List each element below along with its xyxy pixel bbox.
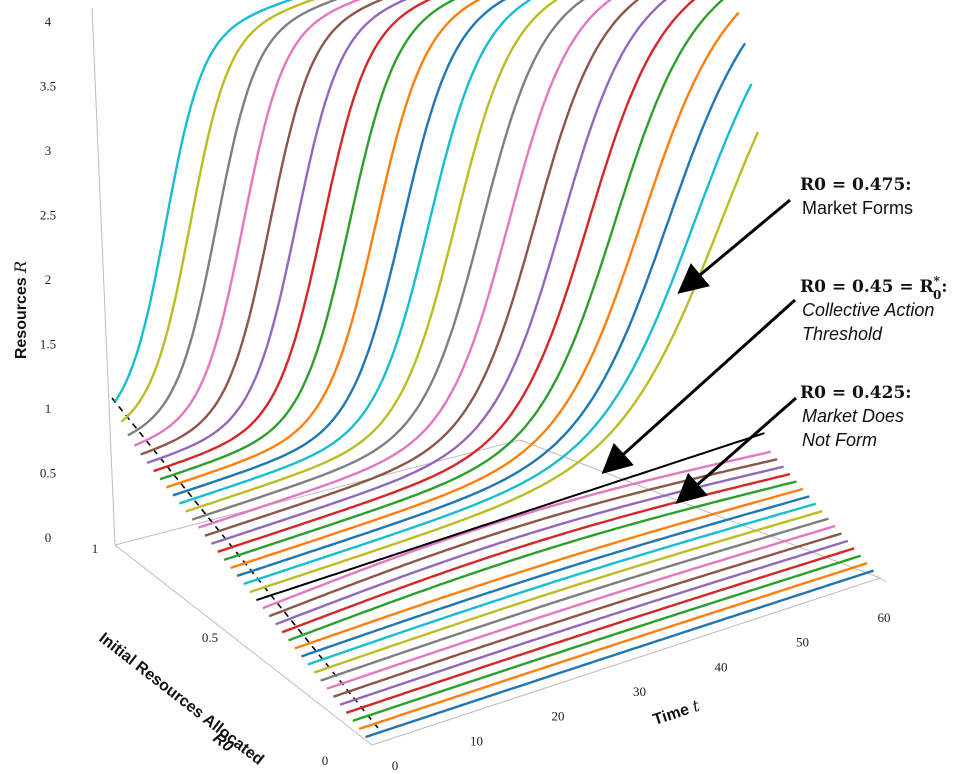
z-tick-label: 2 xyxy=(45,272,52,287)
z-axis-line xyxy=(91,7,116,546)
z-tick-label: 3.5 xyxy=(40,79,56,94)
y-tick-label: 1 xyxy=(92,541,99,556)
series-line-r0-0_65 xyxy=(204,0,640,537)
x-tick-label: 20 xyxy=(552,709,565,724)
series-line-r0-0_325 xyxy=(288,480,797,642)
series-line-r0-0_725 xyxy=(185,0,559,513)
series-line-r0-1 xyxy=(113,0,294,403)
annotation-line: Collective Action xyxy=(802,300,934,320)
z-tick-label: 2.5 xyxy=(40,208,56,223)
series-line-r0-0_05 xyxy=(358,562,868,731)
series-line-r0-0_55 xyxy=(230,11,740,570)
series-line-r0-0_775 xyxy=(172,0,507,497)
series-line-r0-0_5 xyxy=(243,83,753,586)
series-line-r0-0_575 xyxy=(223,0,725,561)
series-line-r0-0_225 xyxy=(313,510,823,674)
annotation-title: R0 = 0.45 = R* 0: xyxy=(800,274,948,302)
series-line-r0-0_25 xyxy=(307,502,817,666)
x-tick-label: 60 xyxy=(878,610,891,625)
annotation-threshold: R0 = 0.45 = R* 0:Collective Action Thresho… xyxy=(601,274,948,475)
series-line-r0-0_9 xyxy=(140,0,384,456)
x-tick-label: 50 xyxy=(796,635,809,650)
annotation-arrow xyxy=(677,198,791,294)
annotation-no-market: R0 = 0.425: Market Does Not Form xyxy=(675,383,912,504)
y-tick-label: 0.5 xyxy=(202,630,218,645)
annotation-line: Threshold xyxy=(802,324,883,344)
series-line-r0-0_475 xyxy=(249,131,760,594)
x-tick-label: 10 xyxy=(470,733,483,748)
x-axis-label: Time t xyxy=(650,696,702,729)
series-line-r0-0_125 xyxy=(339,539,849,706)
series-line-r0-0_025 xyxy=(365,569,874,739)
annotations: R0 = 0.475: Market Forms R0 = 0.45 = R* 0:C… xyxy=(601,175,948,504)
annotation-title: R0 = 0.475: xyxy=(800,175,912,195)
series-line-r0-0_875 xyxy=(146,0,408,465)
series-line-r0-0_425 xyxy=(262,450,772,610)
z-tick-label: 3 xyxy=(45,143,52,158)
annotation-title: R0 = 0.425: xyxy=(800,383,912,403)
annotation-arrow xyxy=(601,298,797,475)
series-line-r0-0_85 xyxy=(153,0,432,473)
series-line-r0-0_2 xyxy=(320,517,829,682)
series-line-r0-0_75 xyxy=(178,0,532,505)
series-line-r0-0_525 xyxy=(236,42,747,578)
series-line-r0-0_975 xyxy=(120,0,316,423)
x-tick-label: 30 xyxy=(633,684,646,699)
series-line-r0-0_15 xyxy=(333,532,842,698)
x-tick-label: 0 xyxy=(392,758,399,773)
series-line-r0-0_075 xyxy=(352,554,862,723)
y-axis-line xyxy=(114,544,373,746)
x-tick-label: 40 xyxy=(715,659,728,674)
series-line-r0-0_1 xyxy=(345,547,855,714)
back-right-floor-line xyxy=(519,439,881,579)
series-line-r0-0_625 xyxy=(211,0,668,545)
series-line-r0-0_7 xyxy=(191,0,585,521)
z-tick-label: 0 xyxy=(45,530,52,545)
series-line-r0-0_275 xyxy=(300,495,810,658)
z-tick-label: 1.5 xyxy=(40,337,56,352)
x-axis-line xyxy=(371,577,881,746)
annotation-market-forms: R0 = 0.475: Market Forms xyxy=(677,175,913,294)
series-line-r0-0_925 xyxy=(133,0,361,447)
series-line-r0-0_175 xyxy=(326,524,836,690)
annotation-line: Market Does xyxy=(802,406,904,426)
z-axis-label: Resources R xyxy=(11,261,30,359)
y-axis-label-line1: Initial Resources Allocated xyxy=(96,630,267,769)
series-line-r0-0_45 xyxy=(256,432,765,602)
x-axis-end-tick xyxy=(879,577,887,583)
annotation-line: Not Form xyxy=(802,430,877,450)
series-line-r0-0_825 xyxy=(159,0,456,481)
series-group xyxy=(113,0,874,739)
series-line-r0-0_95 xyxy=(127,0,338,437)
series-line-r0-0_675 xyxy=(198,0,612,529)
series-line-r0-0_3 xyxy=(294,487,804,650)
z-tick-label: 1 xyxy=(45,401,52,416)
z-tick-label: 0.5 xyxy=(40,466,56,481)
back-floor-line xyxy=(114,439,521,546)
annotation-line: Market Forms xyxy=(802,198,913,218)
annotation-arrow xyxy=(675,396,797,504)
series-line-r0-0_8 xyxy=(166,0,481,489)
series-line-r0-0_6 xyxy=(217,0,696,553)
z-tick-label: 4 xyxy=(45,14,52,29)
y-tick-label: 0 xyxy=(322,753,329,768)
